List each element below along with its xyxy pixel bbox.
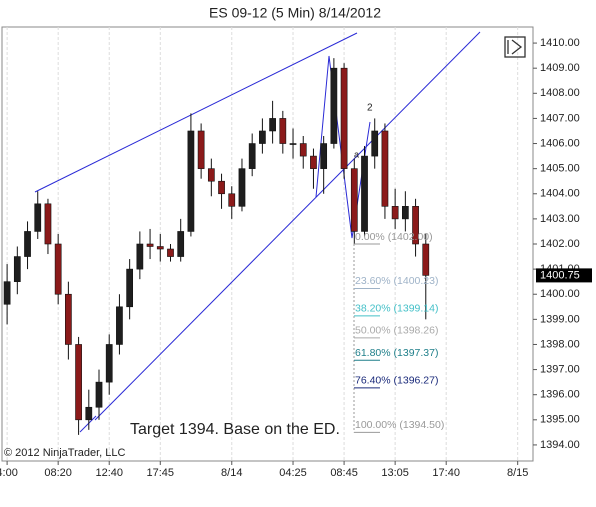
fib-label: 76.40% (1396.27) — [355, 375, 438, 387]
candle-body — [177, 231, 185, 257]
axis: 1394.00 1395.00 1396.00 1397.00 1398.00 1399.… — [0, 37, 592, 479]
candles — [3, 58, 430, 435]
candle-body — [289, 143, 297, 145]
lower-trend-line — [94, 31, 481, 421]
trend-lines — [34, 31, 481, 433]
x-tick-label: 8/14 — [221, 467, 242, 479]
y-tick-label: 1409.00 — [540, 62, 580, 74]
y-tick-label: 1410.00 — [540, 37, 580, 49]
play-icon — [504, 36, 526, 58]
wave-label: 2 — [367, 103, 373, 114]
candle-body — [248, 143, 256, 169]
candle-body — [299, 143, 307, 157]
y-tick-label: 1396.00 — [540, 389, 580, 401]
fib-label: 50.00% (1398.26) — [355, 325, 438, 337]
x-tick-label: 08:45 — [330, 467, 358, 479]
candle-body — [401, 206, 409, 220]
candle-body — [412, 206, 419, 245]
candle-body — [116, 306, 123, 345]
candle-body — [381, 130, 389, 207]
x-tick-label: 04:25 — [279, 467, 307, 479]
x-tick-label: 17:45 — [147, 467, 175, 479]
x-tick-label: 17:40 — [432, 467, 460, 479]
candle-body — [228, 193, 236, 207]
candle-body — [3, 281, 11, 305]
y-tick-label: 1400.00 — [540, 288, 580, 300]
candle-body — [24, 231, 31, 257]
chart-title: ES 09-12 (5 Min) 8/14/2012 — [209, 5, 381, 21]
y-tick-label: 1397.00 — [540, 363, 580, 375]
y-tick-label: 1402.00 — [540, 238, 580, 250]
candle-body — [34, 203, 42, 232]
fib-label: 61.80% (1397.37) — [355, 347, 438, 359]
fibonacci: 0.00% (1402.00) 23.60% (1400.23) 38.20% (1… — [353, 231, 444, 433]
last-price-box — [536, 268, 592, 283]
candle-body — [391, 206, 399, 220]
grid — [6, 27, 519, 461]
candle-body — [330, 67, 338, 144]
candle-body — [95, 381, 103, 408]
candle-body — [146, 243, 154, 247]
candle-body — [320, 143, 328, 169]
candle-body — [126, 268, 134, 308]
y-tick-label: 1408.00 — [540, 87, 580, 99]
x-tick-label: 13:05 — [381, 467, 409, 479]
candle-body — [85, 406, 93, 421]
fib-label: 23.60% (1400.23) — [355, 275, 438, 287]
candle-body — [54, 243, 62, 295]
candle-body — [44, 203, 52, 245]
candle-body — [197, 130, 205, 169]
candle-body — [65, 293, 72, 345]
candle-body — [187, 130, 195, 232]
candle-body — [167, 248, 174, 257]
candle-body — [238, 168, 246, 207]
candle-body — [136, 243, 144, 270]
candle-body — [422, 243, 430, 276]
x-tick-label: 4:00 — [0, 467, 18, 479]
candle-body — [13, 256, 21, 282]
wave-label: a — [354, 149, 359, 159]
candle-body — [310, 155, 317, 169]
candle-body — [207, 168, 215, 182]
candle-body — [279, 118, 287, 144]
last-price-label: 1400.75 — [540, 269, 580, 281]
annotation: Target 1394. Base on the ED. — [130, 421, 340, 438]
wave-line — [79, 415, 97, 433]
x-tick-label: 12:40 — [95, 467, 123, 479]
fib-label: 38.20% (1399.14) — [355, 303, 438, 315]
candle-body — [350, 168, 358, 232]
y-tick-label: 1407.00 — [540, 112, 580, 124]
candle-body — [259, 130, 266, 144]
x-tick-label: 8/15 — [507, 467, 528, 479]
candle-body — [218, 180, 225, 195]
y-tick-label: 1406.00 — [540, 137, 580, 149]
candle-body — [340, 67, 348, 169]
candle-body — [105, 344, 113, 383]
candle-body — [75, 344, 82, 421]
candle-body — [371, 130, 379, 157]
wave-line — [315, 55, 371, 239]
fib-label: 100.00% (1394.50) — [355, 419, 444, 431]
fib-label: 0.00% (1402.00) — [355, 231, 433, 243]
y-tick-label: 1395.00 — [540, 414, 580, 426]
y-tick-label: 1394.00 — [540, 439, 580, 451]
y-tick-label: 1405.00 — [540, 163, 580, 175]
candle-body — [269, 118, 276, 132]
x-tick-label: 08:20 — [44, 467, 72, 479]
candle-body — [156, 246, 164, 250]
y-tick-label: 1404.00 — [540, 188, 580, 200]
upper-trend-line — [34, 32, 358, 193]
y-tick-label: 1403.00 — [540, 213, 580, 225]
y-tick-label: 1398.00 — [540, 338, 580, 350]
copyright: © 2012 NinjaTrader, LLC — [4, 447, 125, 459]
candle-body — [361, 155, 368, 232]
y-tick-label: 1399.00 — [540, 313, 580, 325]
